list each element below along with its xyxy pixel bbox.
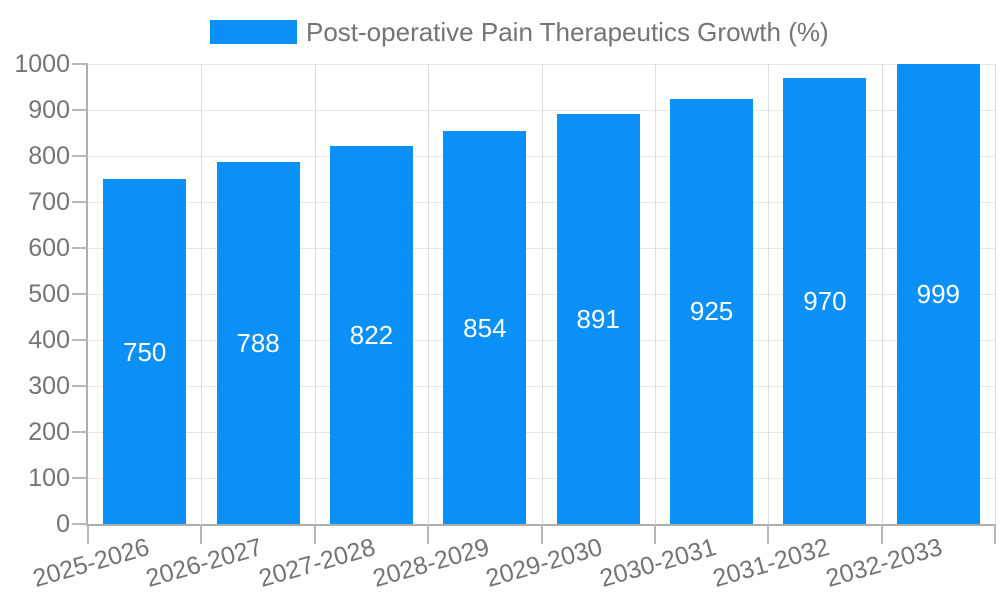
y-tick-label: 1000: [14, 50, 70, 78]
y-axis-tick: [72, 293, 88, 295]
y-axis-tick: [72, 477, 88, 479]
x-axis-tick: [994, 524, 996, 544]
y-axis-tick: [72, 109, 88, 111]
grid-line-horizontal: [88, 202, 995, 203]
bar: [443, 131, 527, 524]
y-axis-tick: [72, 339, 88, 341]
y-axis-tick: [72, 523, 88, 525]
bar-value-label: 999: [916, 279, 960, 310]
bar-value-label: 750: [122, 336, 167, 367]
grid-line-vertical: [428, 64, 429, 524]
bar: [216, 161, 300, 524]
y-axis-tick: [72, 431, 88, 433]
grid-line-horizontal: [88, 340, 995, 341]
y-axis-tick: [72, 201, 88, 203]
y-axis-tick: [72, 247, 88, 249]
y-tick-label: 900: [28, 96, 70, 124]
grid-line-vertical: [995, 64, 996, 524]
x-axis-tick: [200, 524, 202, 544]
bar: [329, 145, 413, 524]
bar-value-label: 925: [689, 296, 734, 327]
y-axis-tick: [72, 63, 88, 65]
y-tick-label: 300: [28, 372, 70, 400]
y-tick-label: 0: [56, 510, 70, 538]
bar-value-label: 891: [576, 304, 620, 335]
y-axis-line: [86, 64, 88, 526]
legend-swatch[interactable]: [210, 20, 297, 44]
grid-line-horizontal: [88, 156, 995, 157]
x-axis-tick: [427, 524, 429, 544]
bar: [670, 98, 754, 524]
y-axis-tick: [72, 385, 88, 387]
x-axis-tick: [767, 524, 769, 544]
grid-line-horizontal: [88, 110, 995, 111]
grid-line-horizontal: [88, 64, 995, 65]
x-axis-tick: [881, 524, 883, 544]
legend-label[interactable]: Post-operative Pain Therapeutics Growth …: [306, 17, 829, 47]
x-axis-tick: [541, 524, 543, 544]
y-tick-label: 100: [28, 464, 70, 492]
bar: [896, 64, 980, 524]
y-tick-label: 200: [28, 418, 70, 446]
y-tick-label: 700: [28, 188, 70, 216]
y-axis-tick: [72, 155, 88, 157]
x-axis-tick: [314, 524, 316, 544]
grid-line-vertical: [882, 64, 883, 524]
grid-line-horizontal: [88, 478, 995, 479]
bar: [103, 179, 187, 524]
y-tick-label: 800: [28, 142, 70, 170]
bar: [783, 77, 867, 524]
grid-line-horizontal: [88, 386, 995, 387]
legend-item[interactable]: Post-operative Pain Therapeutics Growth …: [210, 18, 829, 46]
bar: [556, 114, 640, 524]
x-axis-tick: [87, 524, 89, 544]
grid-line-horizontal: [88, 248, 995, 249]
grid-line-vertical: [655, 64, 656, 524]
grid-line-vertical: [768, 64, 769, 524]
grid-line-vertical: [542, 64, 543, 524]
y-tick-label: 600: [28, 234, 70, 262]
grid-line-vertical: [315, 64, 316, 524]
grid-line-vertical: [201, 64, 202, 524]
bar-value-label: 822: [349, 319, 394, 350]
y-tick-label: 500: [28, 280, 70, 308]
grid-line-horizontal: [88, 294, 995, 295]
x-axis-tick: [654, 524, 656, 544]
bar-value-label: 788: [236, 327, 280, 358]
bar-value-label: 854: [463, 312, 507, 343]
bar-value-label: 970: [803, 285, 847, 316]
y-tick-label: 400: [28, 326, 70, 354]
x-axis-line: [86, 524, 995, 526]
grid-line-horizontal: [88, 432, 995, 433]
